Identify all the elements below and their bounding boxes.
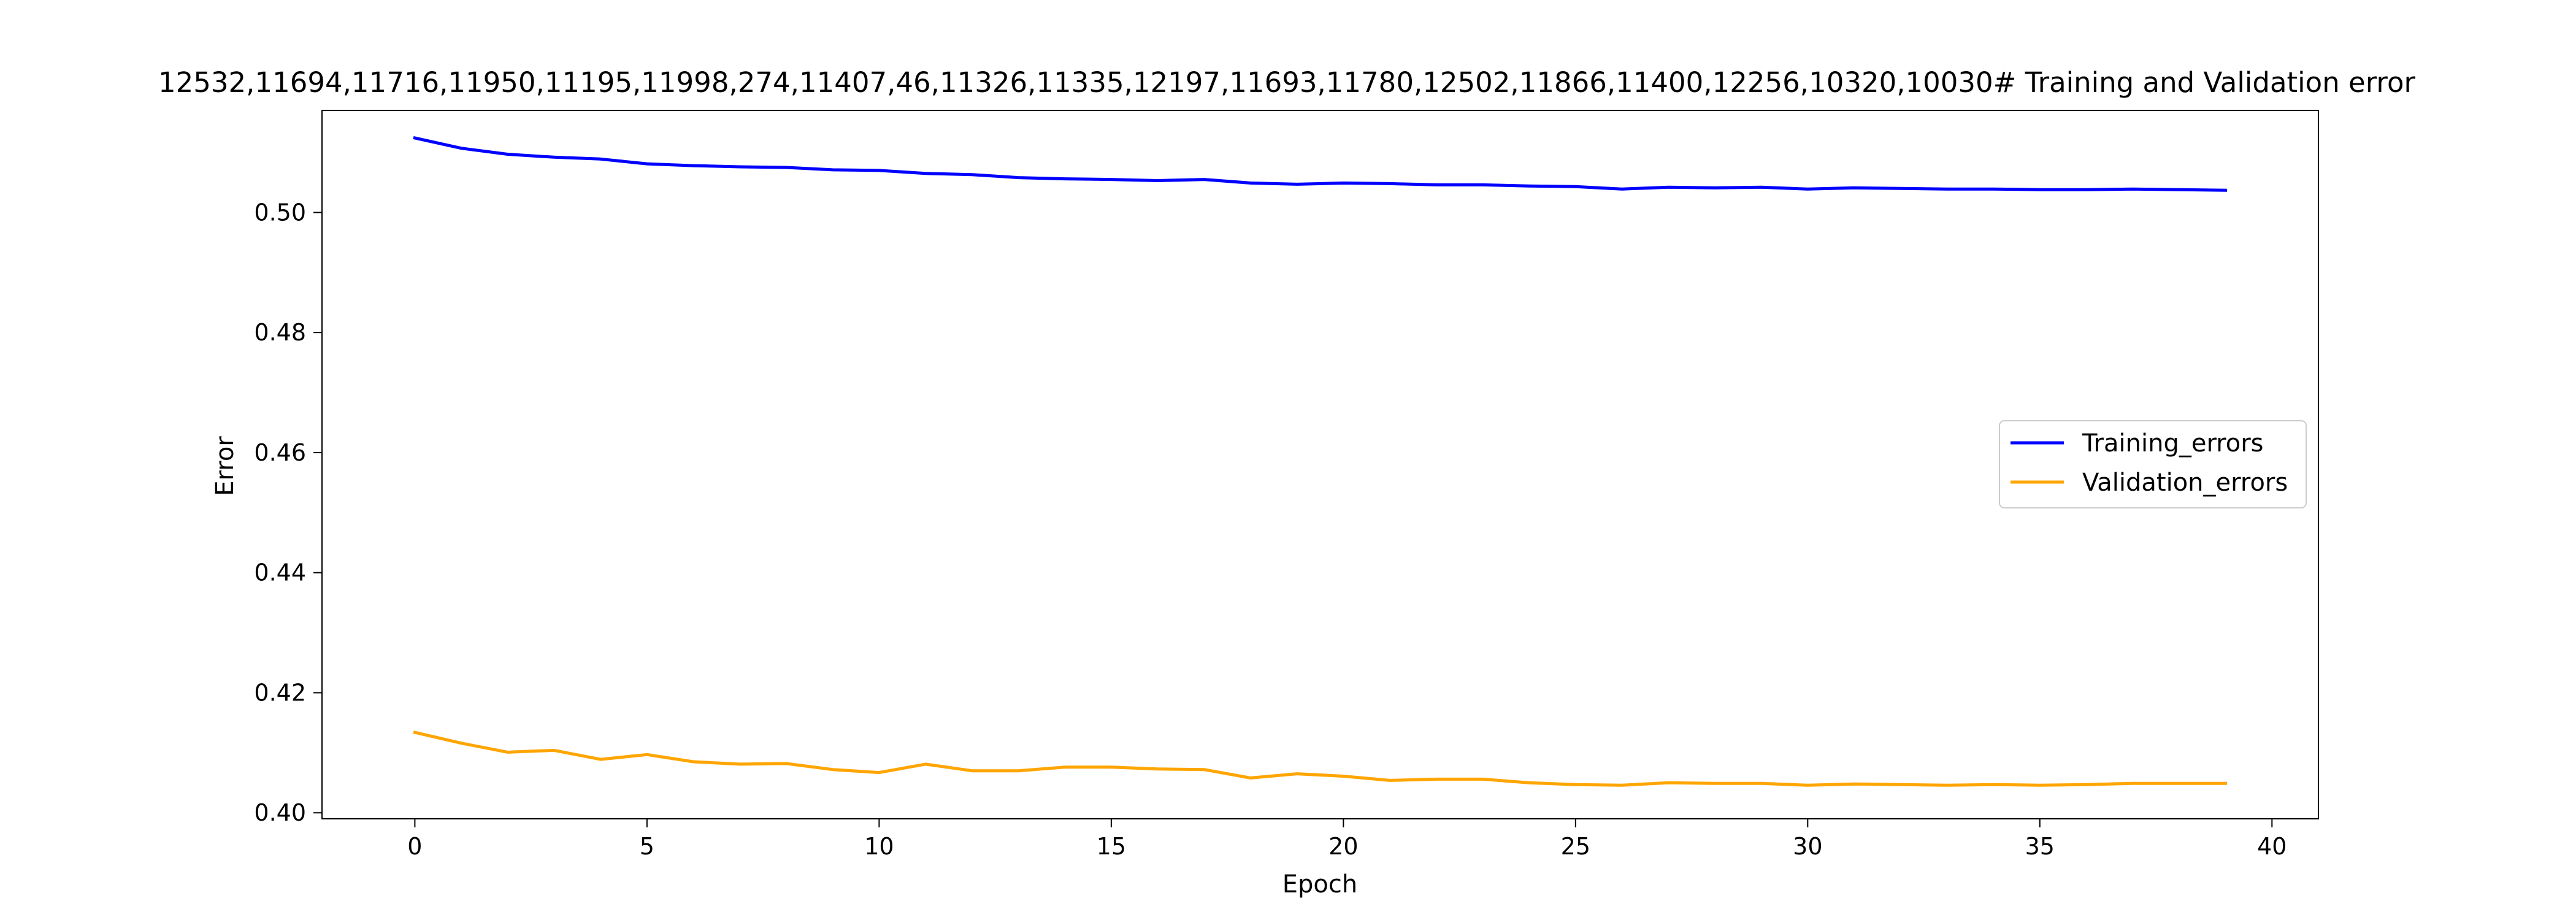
- legend: Training_errors Validation_errors: [1999, 420, 2307, 508]
- x-tick-label: 30: [1793, 833, 1822, 860]
- y-tick-label: 0.46: [254, 439, 306, 466]
- series-layer: [413, 136, 2228, 787]
- x-tick-label: 40: [2257, 833, 2287, 860]
- x-tick-label: 35: [2025, 833, 2055, 860]
- y-tick-label: 0.42: [254, 679, 306, 706]
- x-axis-ticks: 0 5 10 15 20 25 30 35 40: [407, 819, 2287, 860]
- x-axis-label: Epoch: [1282, 870, 1357, 899]
- plot-frame: [321, 110, 2319, 819]
- x-tick-label: 25: [1561, 833, 1590, 860]
- series-line-training-errors: [413, 136, 2228, 192]
- y-tick-label: 0.40: [254, 799, 306, 826]
- y-axis-label: Error: [211, 436, 239, 496]
- chart-title: 12532,11694,11716,11950,11195,11998,274,…: [158, 66, 2415, 99]
- legend-box: [1999, 420, 2307, 508]
- x-tick-label: 20: [1328, 833, 1358, 860]
- x-tick-label: 0: [407, 833, 422, 860]
- y-tick-label: 0.50: [254, 199, 306, 226]
- y-tick-label: 0.44: [254, 559, 306, 586]
- legend-label-validation: Validation_errors: [2082, 469, 2288, 497]
- plot-area: [322, 110, 2318, 819]
- y-axis-ticks: 0.40 0.42 0.44 0.46 0.48 0.50: [254, 199, 322, 826]
- legend-label-training: Training_errors: [2082, 429, 2264, 458]
- x-tick-label: 10: [864, 833, 894, 860]
- y-tick-label: 0.48: [254, 319, 306, 346]
- x-tick-label: 5: [640, 833, 654, 860]
- x-tick-label: 15: [1097, 833, 1126, 860]
- series-line-validation-errors: [413, 730, 2228, 787]
